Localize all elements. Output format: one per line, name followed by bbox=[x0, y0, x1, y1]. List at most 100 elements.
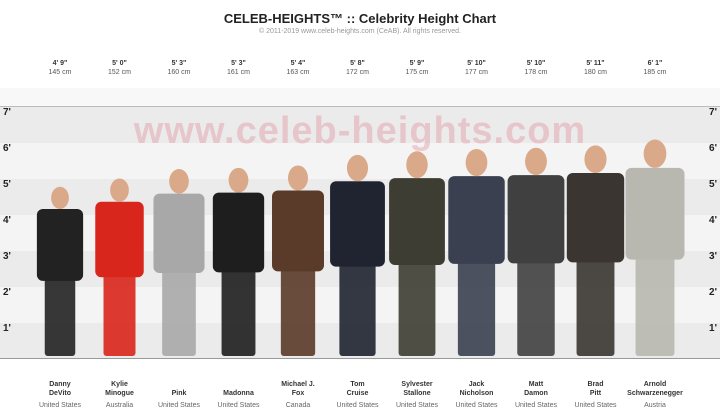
person-figure bbox=[330, 154, 385, 356]
chart-title: CELEB-HEIGHTS™ :: Celebrity Height Chart bbox=[223, 11, 497, 26]
country-label: United States bbox=[157, 402, 201, 409]
celebrity-name: Kylie Minogue bbox=[85, 380, 155, 398]
name-line: Jack bbox=[468, 381, 485, 388]
person-legs bbox=[398, 260, 436, 356]
person-legs bbox=[457, 259, 496, 356]
country-label: United States bbox=[455, 402, 498, 409]
person-torso bbox=[95, 201, 144, 278]
person-head bbox=[346, 154, 369, 182]
y-tick-label-right: 6' bbox=[709, 143, 717, 154]
y-tick-label-right: 2' bbox=[709, 287, 717, 298]
person-figure bbox=[389, 151, 445, 356]
name-line: DeVito bbox=[48, 390, 72, 397]
person-figure bbox=[566, 145, 625, 356]
person-head bbox=[584, 145, 607, 174]
y-tick-label-left: 1' bbox=[3, 323, 11, 334]
name-line: Nicholson bbox=[459, 390, 494, 397]
name-line: Michael J. bbox=[281, 381, 315, 388]
person-torso bbox=[625, 167, 685, 260]
country-label: United States bbox=[514, 402, 558, 409]
watermark: www.celeb-heights.com bbox=[133, 110, 587, 152]
ruler-band bbox=[0, 88, 720, 106]
height-cm-label: 145 cm bbox=[48, 69, 72, 76]
country-label: United States bbox=[217, 402, 260, 409]
height-feet-label: 5' 9" bbox=[409, 60, 425, 67]
country-label: United States bbox=[336, 402, 379, 409]
name-line: Arnold bbox=[643, 381, 667, 388]
person-head bbox=[406, 151, 428, 179]
person-legs bbox=[517, 259, 555, 356]
person-torso bbox=[507, 175, 565, 264]
person-legs bbox=[162, 269, 196, 356]
y-tick-label-right: 3' bbox=[709, 251, 717, 262]
country-label: United States bbox=[395, 402, 439, 409]
celebrity-name: Matt Damon bbox=[501, 380, 571, 398]
person-head bbox=[465, 148, 488, 177]
person-torso bbox=[448, 176, 505, 264]
person-figure bbox=[95, 178, 144, 356]
height-cm-label: 178 cm bbox=[524, 69, 548, 76]
celebrity-name: Madonna bbox=[204, 380, 274, 398]
name-line: Stallone bbox=[403, 390, 431, 397]
height-cm-label: 177 cm bbox=[465, 69, 488, 76]
y-tick-label-right: 4' bbox=[709, 215, 717, 226]
height-cm-label: 160 cm bbox=[167, 69, 191, 76]
celebrity-name: Sylvester Stallone bbox=[382, 380, 452, 398]
height-cm-label: 152 cm bbox=[108, 69, 131, 76]
person-head bbox=[110, 178, 129, 202]
country-label: United States bbox=[38, 402, 82, 409]
person-legs bbox=[576, 258, 615, 356]
person-torso bbox=[272, 190, 324, 272]
person-torso bbox=[36, 209, 84, 281]
height-feet-label: 5' 11" bbox=[586, 60, 605, 67]
name-line: Pink bbox=[171, 390, 187, 397]
name-line: Damon bbox=[524, 390, 548, 397]
name-line: Madonna bbox=[223, 390, 254, 397]
person-head bbox=[169, 169, 189, 194]
y-tick-label-left: 6' bbox=[3, 143, 11, 154]
y-tick-label-left: 5' bbox=[3, 179, 11, 190]
height-cm-label: 185 cm bbox=[643, 69, 667, 76]
height-feet-label: 5' 10" bbox=[467, 60, 486, 67]
name-line: Minogue bbox=[105, 390, 134, 397]
person-torso bbox=[330, 181, 385, 267]
height-cm-label: 180 cm bbox=[584, 69, 607, 76]
y-tick-label-left: 7' bbox=[3, 107, 11, 118]
person-torso bbox=[566, 173, 625, 263]
celebrity-name: Brad Pitt bbox=[561, 380, 631, 398]
name-line: Sylvester bbox=[401, 381, 433, 388]
person-figure bbox=[272, 165, 324, 356]
name-line: Fox bbox=[291, 390, 305, 397]
height-feet-label: 5' 0" bbox=[112, 60, 127, 67]
copyright: © 2011-2019 www.celeb-heights.com (CeAB)… bbox=[259, 28, 461, 35]
y-tick-label-right: 7' bbox=[709, 107, 717, 118]
height-feet-label: 5' 10" bbox=[526, 60, 546, 67]
person-head bbox=[287, 165, 309, 191]
person-legs bbox=[339, 262, 376, 356]
name-line: Tom bbox=[350, 381, 365, 388]
name-line: Cruise bbox=[346, 390, 369, 397]
y-tick-label-right: 5' bbox=[709, 179, 717, 190]
height-cm-label: 161 cm bbox=[227, 69, 250, 76]
country-label: Canada bbox=[285, 402, 311, 409]
celebrity-name: Michael J. Fox bbox=[263, 380, 333, 398]
person-figure bbox=[153, 169, 205, 356]
person-torso bbox=[212, 192, 265, 273]
name-line: Matt bbox=[528, 381, 544, 388]
person-head bbox=[643, 139, 667, 168]
person-torso bbox=[153, 193, 205, 273]
y-tick-label-left: 3' bbox=[3, 251, 11, 262]
name-line: Danny bbox=[49, 381, 71, 388]
height-feet-label: 5' 8" bbox=[350, 60, 365, 67]
country-label: United States bbox=[574, 402, 617, 409]
celebrity-name: Danny DeVito bbox=[25, 380, 95, 398]
name-line: Pitt bbox=[589, 390, 602, 397]
height-cm-label: 175 cm bbox=[405, 69, 429, 76]
name-line: Brad bbox=[587, 381, 604, 388]
height-feet-label: 5' 3" bbox=[231, 60, 246, 67]
y-tick-label-left: 4' bbox=[3, 215, 11, 226]
person-figure bbox=[448, 148, 505, 356]
height-cm-label: 163 cm bbox=[286, 69, 310, 76]
